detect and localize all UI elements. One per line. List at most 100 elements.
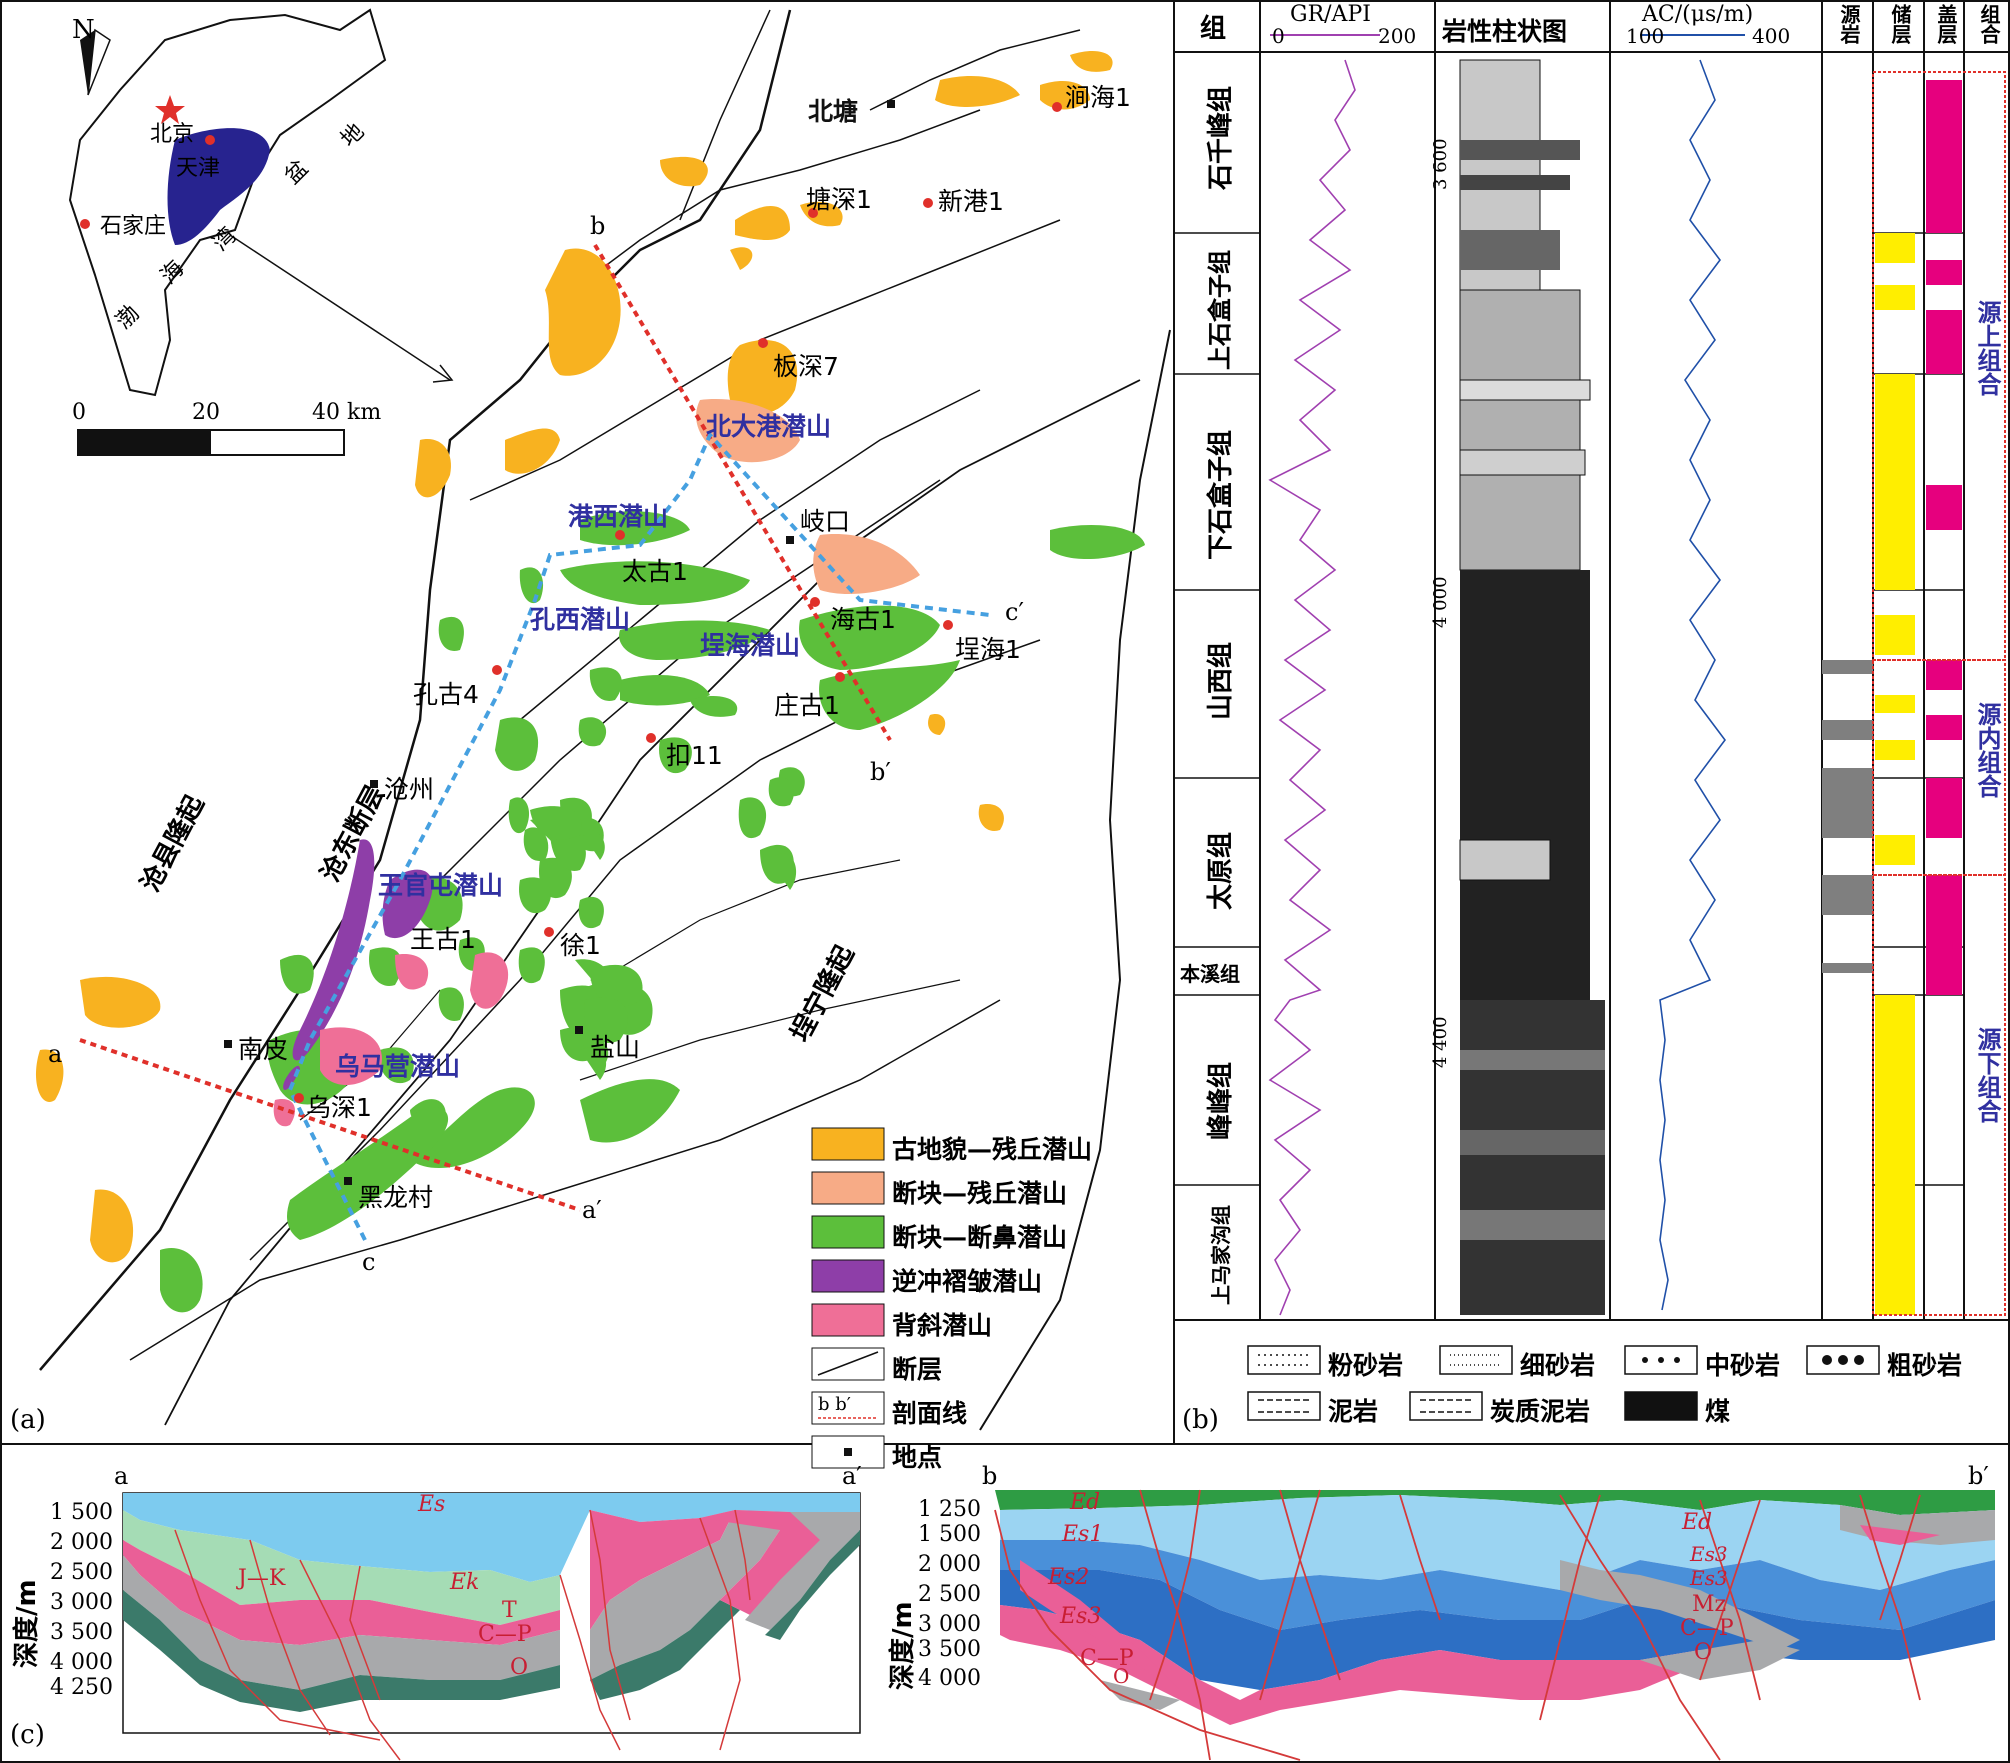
unit-o-right: O [1113,1664,1130,1688]
unit-es3b-east: Es3 [1690,1566,1728,1590]
right-tick-1500: 1 500 [918,1522,981,1547]
header-ac: AC/(μs/m) [1642,2,1754,27]
legend-label-7: 剖面线 [892,1399,968,1428]
panel-a-map [35,8,1171,1469]
legend-a [811,1127,885,1469]
section-a-start: a [114,1462,129,1490]
header-caprock: 盖层 [1934,4,1958,44]
unit-es3-east: Es3 [1690,1542,1728,1566]
left-tick-3500: 3 500 [50,1620,113,1645]
place-beijing: 北京 [150,122,195,147]
fault [599,859,901,981]
assemblage-above: 源上组合 [1973,300,2001,396]
north-label: N [72,15,95,45]
header-assemblage: 组合 [1977,4,2001,44]
lith-siltstone: 粉砂岩 [1328,1351,1404,1380]
place-tangshen1: 塘深1 [806,185,872,214]
lith-mudstone: 泥岩 [1328,1397,1379,1426]
right-tick-2500: 2 500 [918,1582,981,1607]
basin-boundary-west [39,9,792,1371]
panel-b-label: (b) [1182,1405,1219,1435]
formation-upper-shihezi: 上石盒子组 [1206,250,1234,370]
assemblage-within: 源内组合 [1973,702,2001,798]
axis-title-right: 深度/m [888,1601,918,1690]
place-heilongcun: 黑龙村 [358,1183,434,1212]
depth-3600: 3 600 [1430,138,1451,190]
location-points [224,100,895,1185]
lith-legend [1247,1345,1880,1421]
unit-o-east: O [1694,1640,1713,1665]
legend-label-8: 地点 [892,1443,943,1472]
fault [679,9,771,221]
section-lines [79,243,991,1241]
unit-jk: J—K [238,1566,286,1591]
place-xu1: 徐1 [560,931,601,960]
left-tick-2500: 2 500 [50,1560,113,1585]
right-tick-3500: 3 500 [918,1637,981,1662]
place-nanpi: 南皮 [238,1035,289,1064]
gr-curve [1268,59,1356,1316]
unit-t: T [502,1598,517,1623]
lith-medium-sand: 中砂岩 [1705,1351,1781,1380]
formation-upper-majiagou: 上马家沟组 [1209,1205,1233,1305]
depth-4000: 4 000 [1430,576,1451,628]
inset-map [68,8,454,397]
place-zhuanggu1: 庄古1 [774,691,840,720]
ac-curve [1659,59,1726,1311]
place-jianhai1: 涧海1 [1065,83,1131,112]
lith-fine-sand: 细砂岩 [1520,1351,1596,1380]
place-kou11: 扣11 [666,741,723,770]
place-haigu1: 海古1 [830,605,896,634]
header-gr-max: 200 [1378,24,1417,48]
place-konggu4: 孔古4 [413,680,479,709]
lith-carbonaceous: 炭质泥岩 [1490,1397,1591,1426]
section-letter-c: c [362,1248,376,1276]
unit-cp-right: C—P [1080,1646,1134,1671]
section-letter-c-prime: c′ [1005,598,1024,626]
place-cangzhou: 沧州 [384,775,435,804]
hill-chenghai: 埕海潜山 [700,631,801,660]
place-yanshan: 盐山 [590,1033,641,1062]
scale-tick-0: 0 [72,400,86,425]
unit-es2: Es2 [1048,1565,1090,1590]
panel-a-label: (a) [10,1405,46,1435]
right-tick-1250: 1 250 [918,1497,981,1522]
hill-gangxi: 港西潜山 [568,502,669,531]
place-wushen1: 乌深1 [306,1093,372,1122]
formation-fengfeng: 峰峰组 [1206,1061,1236,1140]
scale-tick-20: 20 [192,400,220,425]
panel-b-log [1174,1,2009,1421]
unit-o-left: O [510,1655,529,1680]
place-qikou: 岐口 [800,507,851,536]
scale-bar [77,429,345,456]
fault [869,29,1081,111]
formation-taiyuan: 太原组 [1206,831,1236,910]
right-tick-3000: 3 000 [918,1612,981,1637]
lith-coarse-sand: 粗砂岩 [1887,1351,1963,1380]
place-xingang1: 新港1 [938,187,1004,216]
fault [579,979,961,1081]
relict-paleogeo-hills [35,50,1113,1263]
place-shijiazhuang: 石家庄 [100,214,167,239]
well-points [294,102,1062,1103]
header-ac-max: 400 [1752,24,1791,48]
place-tianjin: 天津 [176,156,221,181]
section-b-end: b′ [1968,1462,1989,1490]
formation-benxi: 本溪组 [1180,962,1240,986]
unit-ed: Ed [1070,1490,1101,1515]
panel-c-right-section [994,1489,1995,1761]
section-letter-b: b [590,212,606,240]
legend-label-1: 古地貌—残丘潜山 [892,1135,1093,1164]
formation-lower-shihezi: 下石盒子组 [1206,429,1236,560]
fault [559,109,981,301]
reservoir-column [1875,233,1915,1315]
source-rock-column [1822,660,1873,973]
place-chenghai1: 埕海1 [955,635,1021,664]
formation-shanxi: 山西组 [1206,641,1236,720]
assemblage-below: 源下组合 [1973,1027,2001,1123]
place-wanggu1: 王古1 [410,925,476,954]
header-group: 组 [1200,14,1227,44]
place-beitang: 北塘 [808,97,859,126]
right-tick-4000: 4 000 [918,1666,981,1691]
